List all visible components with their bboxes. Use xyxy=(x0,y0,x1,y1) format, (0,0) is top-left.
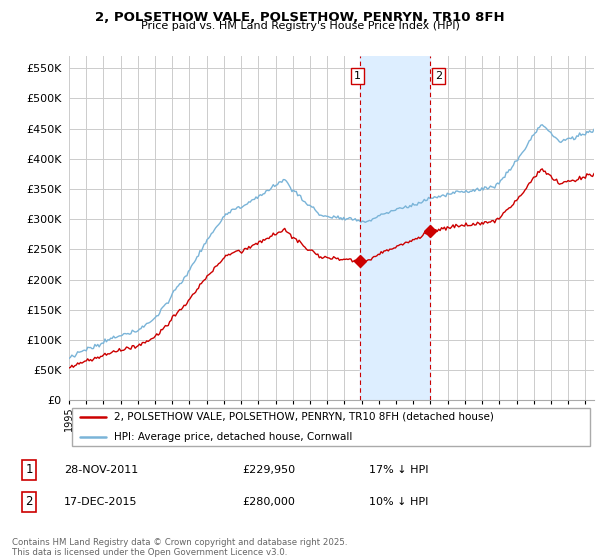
Text: 2, POLSETHOW VALE, POLSETHOW, PENRYN, TR10 8FH: 2, POLSETHOW VALE, POLSETHOW, PENRYN, TR… xyxy=(95,11,505,24)
Text: HPI: Average price, detached house, Cornwall: HPI: Average price, detached house, Corn… xyxy=(113,432,352,442)
Text: 28-NOV-2011: 28-NOV-2011 xyxy=(64,465,138,475)
Text: 1: 1 xyxy=(26,463,33,476)
Text: 2: 2 xyxy=(435,71,442,81)
Text: Contains HM Land Registry data © Crown copyright and database right 2025.
This d: Contains HM Land Registry data © Crown c… xyxy=(12,538,347,557)
Text: £280,000: £280,000 xyxy=(242,497,295,507)
Text: 17% ↓ HPI: 17% ↓ HPI xyxy=(369,465,428,475)
Text: 17-DEC-2015: 17-DEC-2015 xyxy=(64,497,137,507)
Text: 2: 2 xyxy=(26,496,33,508)
FancyBboxPatch shape xyxy=(71,408,590,446)
Bar xyxy=(360,56,430,400)
Text: 2, POLSETHOW VALE, POLSETHOW, PENRYN, TR10 8FH (detached house): 2, POLSETHOW VALE, POLSETHOW, PENRYN, TR… xyxy=(113,412,493,422)
Text: 10% ↓ HPI: 10% ↓ HPI xyxy=(369,497,428,507)
Text: 1: 1 xyxy=(354,71,361,81)
Text: Price paid vs. HM Land Registry's House Price Index (HPI): Price paid vs. HM Land Registry's House … xyxy=(140,21,460,31)
Text: £229,950: £229,950 xyxy=(242,465,296,475)
